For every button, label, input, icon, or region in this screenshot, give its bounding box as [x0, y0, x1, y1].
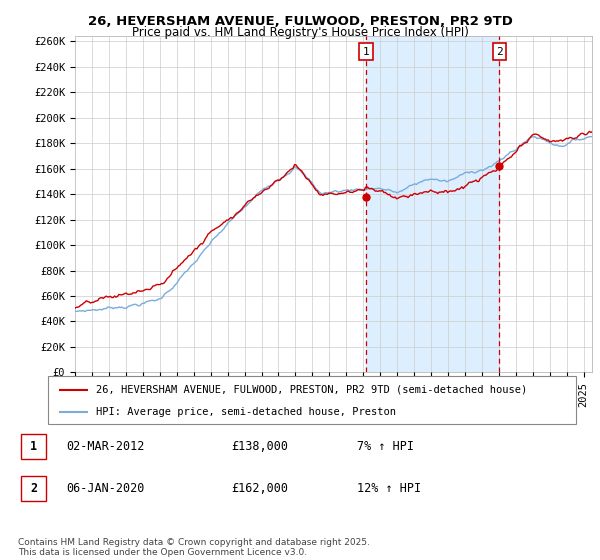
FancyBboxPatch shape — [48, 376, 576, 424]
Text: 26, HEVERSHAM AVENUE, FULWOOD, PRESTON, PR2 9TD (semi-detached house): 26, HEVERSHAM AVENUE, FULWOOD, PRESTON, … — [95, 385, 527, 395]
Text: 06-JAN-2020: 06-JAN-2020 — [66, 482, 145, 495]
Text: £138,000: £138,000 — [232, 440, 289, 454]
FancyBboxPatch shape — [20, 476, 46, 501]
FancyBboxPatch shape — [20, 435, 46, 459]
Text: HPI: Average price, semi-detached house, Preston: HPI: Average price, semi-detached house,… — [95, 407, 395, 417]
Text: Contains HM Land Registry data © Crown copyright and database right 2025.
This d: Contains HM Land Registry data © Crown c… — [18, 538, 370, 557]
Text: 1: 1 — [363, 46, 370, 57]
Text: 2: 2 — [30, 482, 37, 495]
Text: Price paid vs. HM Land Registry's House Price Index (HPI): Price paid vs. HM Land Registry's House … — [131, 26, 469, 39]
Text: 1: 1 — [30, 440, 37, 454]
Text: 7% ↑ HPI: 7% ↑ HPI — [357, 440, 414, 454]
Text: 02-MAR-2012: 02-MAR-2012 — [66, 440, 145, 454]
Text: 26, HEVERSHAM AVENUE, FULWOOD, PRESTON, PR2 9TD: 26, HEVERSHAM AVENUE, FULWOOD, PRESTON, … — [88, 15, 512, 27]
Bar — [366, 36, 499, 372]
Text: 12% ↑ HPI: 12% ↑ HPI — [357, 482, 421, 495]
Text: 2: 2 — [496, 46, 503, 57]
Text: £162,000: £162,000 — [232, 482, 289, 495]
